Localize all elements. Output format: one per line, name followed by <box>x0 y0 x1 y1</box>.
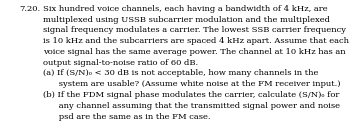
Text: output signal-to-noise ratio of 60 dB.: output signal-to-noise ratio of 60 dB. <box>43 59 198 67</box>
Text: system are usable? (Assume white noise at the FM receiver input.): system are usable? (Assume white noise a… <box>43 80 340 88</box>
Text: any channel assuming that the transmitted signal power and noise: any channel assuming that the transmitte… <box>43 102 340 110</box>
Text: (b) If the FDM signal phase modulates the carrier, calculate (S/N)ₒ for: (b) If the FDM signal phase modulates th… <box>43 91 339 99</box>
Text: is 10 kHz and the subcarriers are spaced 4 kHz apart. Assume that each: is 10 kHz and the subcarriers are spaced… <box>43 37 349 45</box>
Text: multiplexed using USSB subcarrier modulation and the multiplexed: multiplexed using USSB subcarrier modula… <box>43 16 330 24</box>
Text: 7.20.: 7.20. <box>19 5 40 13</box>
Text: psd are the same as in the FM case.: psd are the same as in the FM case. <box>43 113 210 121</box>
Text: Six hundred voice channels, each having a bandwidth of 4 kHz, are: Six hundred voice channels, each having … <box>43 5 327 13</box>
Text: voice signal has the same average power. The channel at 10 kHz has an: voice signal has the same average power.… <box>43 48 345 56</box>
Text: (a) If (S/N)ₒ < 30 dB is not acceptable, how many channels in the: (a) If (S/N)ₒ < 30 dB is not acceptable,… <box>43 69 318 77</box>
Text: signal frequency modulates a carrier. The lowest SSB carrier frequency: signal frequency modulates a carrier. Th… <box>43 26 346 34</box>
